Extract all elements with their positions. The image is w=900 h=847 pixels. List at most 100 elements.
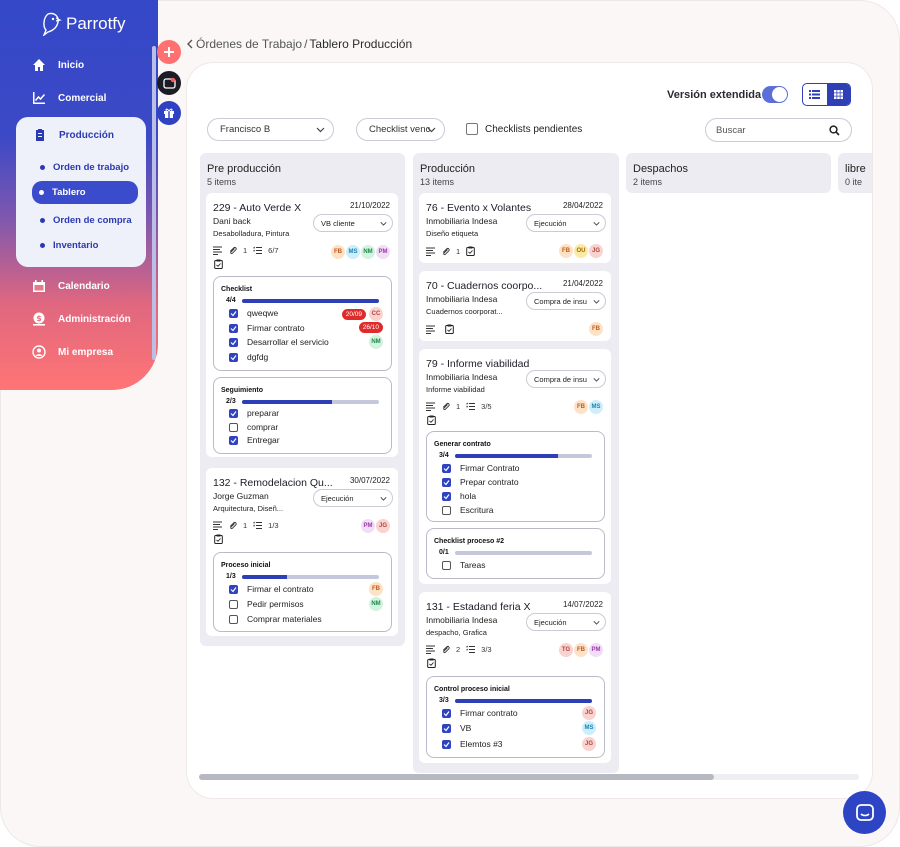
card-title[interactable]: 70 - Cuadernos coorpo...	[426, 280, 543, 292]
work-order-card[interactable]: 70 - Cuadernos coorpo... 21/04/2022 Inmo…	[419, 271, 611, 341]
checkbox-checked[interactable]	[442, 708, 451, 718]
search-icon[interactable]	[829, 125, 840, 136]
status-select[interactable]: Ejecución	[526, 613, 606, 631]
checklist-item[interactable]: dgfdg	[229, 352, 268, 362]
avatar[interactable]: JG	[582, 737, 596, 751]
avatar[interactable]: NM	[369, 335, 383, 349]
checklist-item[interactable]: preparar	[229, 408, 279, 418]
avatar[interactable]: NM	[369, 597, 383, 611]
avatar[interactable]: CC	[369, 307, 383, 321]
checkbox-checked[interactable]	[229, 308, 238, 318]
breadcrumb-parent[interactable]: Órdenes de Trabajo	[196, 37, 303, 51]
sidebar-scrollbar[interactable]	[152, 46, 156, 360]
extended-version-toggle[interactable]	[762, 86, 788, 103]
sub-tablero-active[interactable]: Tablero	[32, 181, 138, 204]
checklist-item[interactable]: comprar	[229, 422, 278, 432]
checklist-item[interactable]: qweqwe	[229, 308, 278, 318]
status-select[interactable]: VB cliente	[313, 214, 393, 232]
checkbox-checked[interactable]	[442, 477, 451, 487]
sub-orden-compra[interactable]: Orden de compra	[40, 215, 132, 226]
checkbox-checked[interactable]	[229, 352, 238, 362]
card-title[interactable]: 132 - Remodelacion Qu...	[213, 477, 333, 489]
checklist-item[interactable]: Comprar materiales	[229, 614, 322, 624]
clipboard-check-icon[interactable]	[214, 259, 223, 269]
checklist-item[interactable]: Firmar contrato	[442, 708, 518, 718]
avatar[interactable]: NM	[361, 245, 375, 259]
avatar[interactable]: PM	[361, 519, 375, 533]
card-title[interactable]: 131 - Estadand feria X	[426, 601, 531, 613]
gift-button[interactable]	[157, 101, 181, 125]
avatar[interactable]: MS	[346, 245, 360, 259]
board-horizontal-scrollbar[interactable]	[199, 774, 859, 780]
avatar[interactable]: JG	[376, 519, 390, 533]
checklist-item[interactable]: Firmar Contrato	[442, 463, 520, 473]
checkbox-unchecked[interactable]	[229, 614, 238, 624]
checklist-item[interactable]: Tareas	[442, 560, 486, 570]
checklist-item[interactable]: Desarrollar el servicio	[229, 337, 329, 347]
sub-tablero[interactable]: Tablero	[39, 187, 86, 198]
sub-orden-trabajo[interactable]: Orden de trabajo	[40, 162, 129, 173]
card-title[interactable]: 229 - Auto Verde X	[213, 202, 302, 214]
checkbox-checked[interactable]	[229, 435, 238, 445]
nav-inicio[interactable]: Inicio	[32, 58, 84, 72]
avatar[interactable]: FB	[331, 245, 345, 259]
work-order-card[interactable]: 132 - Remodelacion Qu... 30/07/2022 Jorg…	[206, 468, 398, 636]
status-select[interactable]: Ejecución	[526, 214, 606, 232]
user-filter-select[interactable]: Francisco B	[207, 118, 334, 141]
checkbox-checked[interactable]	[229, 323, 238, 333]
checkbox-checked[interactable]	[442, 463, 451, 473]
card-title[interactable]: 76 - Evento x Volantes	[426, 202, 532, 214]
avatar[interactable]: FB	[574, 643, 588, 657]
clipboard-check-icon[interactable]	[214, 534, 223, 544]
checkbox-checked[interactable]	[442, 723, 451, 733]
clipboard-check-icon[interactable]	[427, 415, 436, 425]
avatar[interactable]: FB	[574, 400, 588, 414]
scrollbar-thumb[interactable]	[199, 774, 714, 780]
checklist-item[interactable]: VB	[442, 723, 471, 733]
checkbox-checked[interactable]	[442, 739, 451, 749]
checklist-item[interactable]: Elemtos #3	[442, 739, 503, 749]
avatar[interactable]: OU	[574, 244, 588, 258]
notifications-button[interactable]	[157, 71, 181, 95]
avatar[interactable]: FB	[559, 244, 573, 258]
checkbox-checked[interactable]	[229, 584, 238, 594]
status-select[interactable]: Compra de insu	[526, 292, 606, 310]
checkbox-unchecked[interactable]	[229, 422, 238, 432]
pending-checkbox[interactable]	[466, 123, 478, 135]
checkbox-checked[interactable]	[229, 408, 238, 418]
checklist-item[interactable]: Prepar contrato	[442, 477, 519, 487]
checklist-item[interactable]: hola	[442, 491, 476, 501]
clipboard-check-icon[interactable]	[466, 246, 475, 256]
card-title[interactable]: 79 - Informe viabilidad	[426, 358, 530, 370]
work-order-card[interactable]: 76 - Evento x Volantes 28/04/2022 Inmobi…	[419, 193, 611, 263]
chevron-left-icon[interactable]	[186, 39, 194, 49]
avatar[interactable]: MS	[589, 400, 603, 414]
checklist-item[interactable]: Firmar contrato	[229, 323, 305, 333]
avatar[interactable]: PM	[589, 643, 603, 657]
avatar[interactable]: TG	[559, 643, 573, 657]
search-input[interactable]: Buscar	[705, 118, 852, 142]
status-select[interactable]: Compra de insu	[526, 370, 606, 388]
chat-support-button[interactable]	[843, 791, 886, 834]
checklist-filter-select[interactable]: Checklist venc	[356, 118, 445, 141]
avatar[interactable]: JG	[589, 244, 603, 258]
avatar[interactable]: PM	[376, 245, 390, 259]
checklist-item[interactable]: Firmar el contrato	[229, 584, 314, 594]
nav-produccion[interactable]: Producción	[33, 128, 114, 142]
grid-view-button[interactable]	[826, 84, 850, 105]
work-order-card[interactable]: 79 - Informe viabilidad Inmobiliaria Ind…	[419, 349, 611, 584]
avatar[interactable]: MS	[582, 721, 596, 735]
avatar[interactable]: FB	[589, 322, 603, 336]
checkbox-unchecked[interactable]	[229, 599, 238, 609]
sub-inventario[interactable]: Inventario	[40, 240, 98, 251]
work-order-card[interactable]: 229 - Auto Verde X 21/10/2022 Dani back …	[206, 193, 398, 457]
checklist-item[interactable]: Escritura	[442, 505, 494, 515]
checkbox-checked[interactable]	[442, 491, 451, 501]
avatar[interactable]: JG	[582, 706, 596, 720]
clipboard-check-icon[interactable]	[445, 324, 454, 334]
avatar[interactable]: FB	[369, 582, 383, 596]
work-order-card[interactable]: 131 - Estadand feria X 14/07/2022 Inmobi…	[419, 592, 611, 763]
nav-mi-empresa[interactable]: Mi empresa	[32, 345, 113, 359]
status-select[interactable]: Ejecución	[313, 489, 393, 507]
checkbox-unchecked[interactable]	[442, 505, 451, 515]
